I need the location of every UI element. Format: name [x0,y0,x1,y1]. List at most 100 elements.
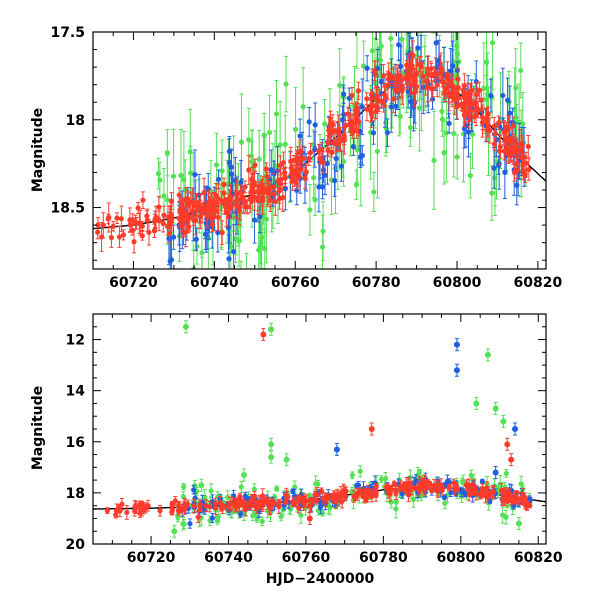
bottom-xtick-label: 60820 [514,550,563,566]
top-point-r [525,135,531,158]
top-point-r [223,197,229,228]
bottom-point-r [265,496,271,510]
top-point-r [374,86,380,107]
top-point-r [425,55,431,84]
top-xtick-label: 60780 [352,275,401,291]
bottom-outlier-point [484,348,491,362]
top-point-b [488,78,494,113]
top-xtick-label: 60800 [433,275,482,291]
top-point-b [502,145,508,200]
bottom-outlier-point [512,422,519,436]
bottom-point-r [313,496,320,505]
top-point-r [139,230,145,241]
top-point-r [219,220,225,245]
top-point-r [430,80,436,98]
bottom-point-r [140,502,147,515]
bottom-point-r [225,501,231,512]
bottom-point-r [426,480,433,487]
bottom-xtick-label: 60800 [436,550,485,566]
bottom-point-r [233,497,239,503]
bottom-point-r [508,494,514,506]
bottom-point-r [283,498,289,505]
bottom-outlier-point [473,396,480,410]
top-point-r [156,210,162,232]
top-point-r [454,94,460,120]
bottom-point-r [387,486,393,502]
top-point-r [209,215,216,233]
top-point-r [378,94,385,108]
top-point-r [510,116,516,135]
top-point-r [201,177,207,208]
top-point-g [337,48,343,123]
bottom-outlier-point [504,437,511,451]
bottom-point-g [278,511,284,522]
bottom-outlier-point [241,468,247,482]
top-point-r [302,167,308,190]
top-ytick-label: 17.5 [50,25,85,41]
top-point-r [247,183,253,213]
bottom-outlier-point [500,414,507,428]
bottom-xtick-label: 60780 [359,550,408,566]
bottom-point-r [104,507,110,515]
top-point-r [246,155,252,185]
bottom-point-r [195,511,201,524]
top-point-r [327,117,333,145]
bottom-outlier-point [306,511,313,525]
bottom-point-r [484,481,490,495]
bottom-outlier-point [268,322,275,336]
top-ytick-label: 18.5 [50,201,85,217]
top-point-r [136,212,142,234]
bottom-outlier-point [453,338,460,352]
bottom-outlier-point [508,453,515,467]
bottom-outlier-point [171,524,178,538]
top-point-r [144,208,150,232]
top-point-r [453,87,459,98]
bottom-point-r [518,491,524,506]
bottom-point-r [402,488,409,494]
bottom-point-g [214,516,221,525]
top-point-r [116,226,123,248]
top-point-r [390,84,396,114]
bottom-point-r [333,495,339,509]
top-point-b [350,137,357,156]
top-point-b [500,67,506,124]
top-point-b [192,149,198,200]
top-point-r [199,202,205,223]
top-point-g [155,157,162,190]
bottom-plot-area [93,320,546,538]
top-point-b [359,145,365,166]
bottom-point-r [365,484,371,500]
top-point-r [181,199,187,226]
bottom-outlier-point [283,453,290,467]
bottom-point-g [315,479,321,489]
bottom-point-r [191,498,197,514]
top-point-g [431,32,436,34]
bottom-point-r [393,485,399,501]
bottom-point-r [473,486,479,501]
bottom-xtick-label: 60720 [127,550,176,566]
top-point-g [451,89,457,178]
bottom-point-r [276,500,282,506]
top-point-r [234,193,240,220]
top-point-r [471,110,477,123]
top-point-r [404,60,410,71]
top-point-b [384,118,390,147]
bottom-point-g [378,475,385,484]
bottom-point-r [408,480,414,492]
top-data-points [93,32,546,269]
top-point-r [300,145,306,172]
bottom-point-g [180,517,186,531]
bottom-point-b [209,512,216,524]
top-point-b [268,149,274,191]
top-point-b [341,84,347,104]
top-point-r [280,151,287,174]
top-point-r [446,81,452,112]
top-point-r [479,107,486,138]
top-point-r [228,189,234,212]
top-xtick-label: 60760 [271,275,320,291]
top-ylabel: Magnitude [30,108,46,192]
top-point-r [151,223,158,239]
bottom-point-r [271,500,277,507]
bottom-point-r [229,496,235,511]
top-point-r [330,114,336,136]
